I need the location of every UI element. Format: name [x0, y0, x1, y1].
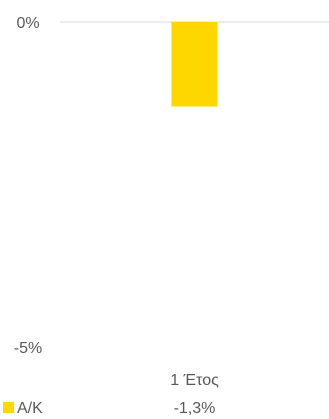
y-axis-tick-labels: 0% -5% [14, 15, 42, 357]
legend-series-name: Α/Κ [17, 400, 43, 417]
y-tick-label: -5% [14, 340, 42, 357]
bar [171, 22, 218, 107]
bar-series [171, 22, 218, 107]
category-label: 1 Έτος [170, 372, 219, 389]
y-tick-label: 0% [16, 15, 39, 32]
legend-swatch [3, 402, 14, 413]
x-axis-category-labels: 1 Έτος [170, 372, 219, 389]
data-table-value: -1,3% [174, 400, 216, 417]
data-table-legend: Α/Κ -1,3% [3, 400, 215, 417]
